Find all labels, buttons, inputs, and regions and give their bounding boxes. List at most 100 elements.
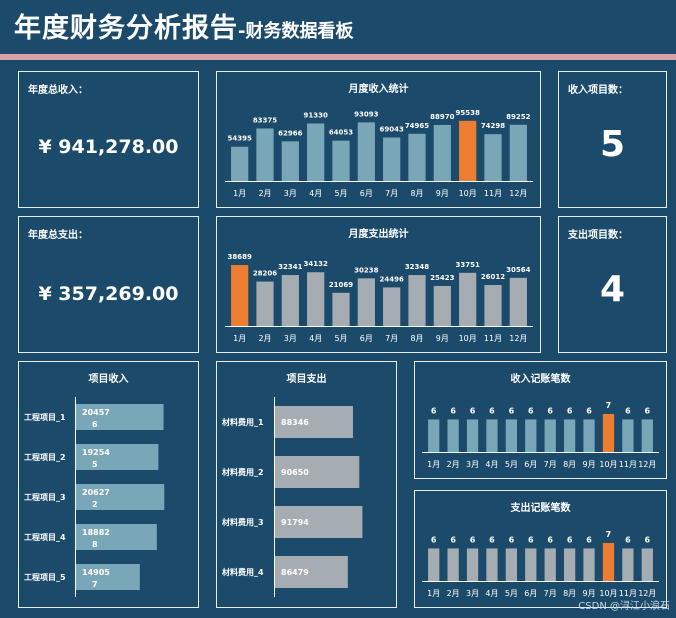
tick-label: 8月: [563, 589, 576, 598]
tick-label: 4月: [485, 460, 498, 469]
income-record-title: 收入记账笔数: [510, 374, 571, 385]
data-label: 6: [528, 406, 534, 415]
tick-label: 3月: [284, 334, 297, 343]
data-label: 74298: [481, 122, 505, 130]
project-expense-title: 项目支出: [286, 374, 327, 385]
bar: [231, 265, 249, 326]
tick-label: 6月: [524, 589, 537, 598]
total-income-value: ¥ 941,278.00: [38, 136, 179, 158]
bar: [583, 419, 595, 452]
tick-label: 7月: [385, 334, 398, 343]
expense-record-chart: 6 1月 6 2月 6 3月 6 4月 6 5月 6 6月 6 7月 6 8月 6 9月 7 10月 6 11月 6 12月: [422, 530, 659, 598]
expense-record-panel: 支出记账笔数 6 1月 6 2月 6 3月 6 4月 6 5月 6 6月 6 7月 6 8月 6 9月 7 10月 6 1…: [414, 490, 667, 608]
bar: [383, 137, 401, 181]
data-label: 30238: [354, 266, 378, 274]
data-label: 30564: [506, 266, 530, 274]
data-label: 7: [606, 401, 612, 410]
bar: [583, 548, 595, 581]
expense-items-value: 4: [599, 269, 626, 310]
bar: [509, 277, 527, 326]
bar: [76, 444, 159, 470]
bar: [459, 272, 477, 326]
data-label: 74965: [405, 122, 429, 130]
category-label: 材料费用_4: [222, 567, 264, 577]
tick-label: 7月: [385, 189, 398, 198]
bar: [602, 414, 615, 452]
bar: [505, 548, 518, 581]
data-label: 6: [586, 535, 592, 544]
bar: [505, 419, 518, 452]
total-income-card: 年度总收入： ¥ 941,278.00: [18, 71, 199, 208]
tick-label: 1月: [427, 589, 440, 598]
bar: [484, 285, 502, 326]
tick-label: 3月: [284, 189, 297, 198]
data-label: 38689: [227, 253, 251, 261]
bar: [76, 484, 165, 510]
total-income-label: 年度总收入：: [28, 85, 88, 96]
bar: [466, 419, 479, 452]
bar: [433, 285, 451, 326]
tick-label: 4月: [485, 589, 498, 598]
data-label: 32348: [405, 263, 429, 271]
tick-label: 5月: [334, 334, 347, 343]
bar: [459, 120, 477, 181]
data-label: 6: [431, 406, 437, 415]
category-label: 工程项目_4: [24, 532, 66, 542]
bar: [428, 419, 440, 452]
monthly-expense-chart: 38689 1月 28206 2月 32341 3月 34132 4月 21069 5月 30238…: [225, 253, 533, 343]
tick-label: 1月: [427, 460, 440, 469]
tick-label: 9月: [582, 589, 595, 598]
data-label: 6: [645, 535, 651, 544]
title-divider: [0, 54, 676, 60]
tick-label: 8月: [410, 189, 423, 198]
bar: [256, 281, 274, 326]
tick-label: 3月: [466, 460, 479, 469]
data-label: 91794: [281, 518, 309, 527]
monthly-expense-panel: 月度支出统计 38689 1月 28206 2月 32341 3月 34132 4月 21069…: [216, 216, 541, 353]
project-income-panel: 项目收入 工程项目_1 20457 6 工程项目_2 19254 5 工程项目_3 20627…: [18, 361, 199, 608]
bar: [544, 419, 556, 452]
tick-label: 2月: [447, 460, 460, 469]
tick-label: 12月: [509, 189, 527, 198]
data-label: 89252: [506, 113, 530, 121]
bar: [544, 548, 556, 581]
data-label: 6: [567, 406, 573, 415]
tick-label: 5月: [505, 589, 518, 598]
bar: [332, 140, 350, 181]
tick-label: 11月: [619, 460, 637, 469]
tick-label: 4月: [309, 189, 322, 198]
data-label: 90650: [281, 468, 309, 477]
count-label: 7: [92, 580, 98, 589]
tick-label: 12月: [638, 589, 656, 598]
income-items-card: 收入项目数： 5: [558, 71, 667, 208]
tick-label: 11月: [484, 334, 502, 343]
bar: [486, 548, 498, 581]
data-label: 24496: [379, 275, 403, 283]
tick-label: 12月: [638, 460, 656, 469]
bar: [433, 124, 451, 181]
monthly-income-title: 月度收入统计: [348, 84, 409, 95]
tick-label: 2月: [258, 334, 271, 343]
data-label: 54395: [227, 135, 251, 143]
total-expense-value: ¥ 357,269.00: [38, 283, 179, 305]
tick-label: 2月: [258, 189, 271, 198]
bar: [466, 548, 479, 581]
tick-label: 12月: [509, 334, 527, 343]
tick-label: 10月: [459, 334, 477, 343]
count-label: 6: [92, 420, 98, 429]
data-label: 6: [509, 406, 515, 415]
data-label: 6: [489, 406, 495, 415]
expense-items-label: 支出项目数：: [568, 230, 628, 241]
bar: [641, 548, 653, 581]
bar: [447, 548, 459, 581]
bar: [563, 419, 576, 452]
bar: [525, 419, 537, 452]
tick-label: 6月: [360, 189, 373, 198]
dashboard-title: 年度财务分析报告-财务数据看板: [14, 6, 353, 46]
category-label: 工程项目_2: [24, 452, 66, 462]
project-income-title: 项目收入: [88, 374, 129, 385]
count-label: 8: [92, 540, 98, 549]
tick-label: 2月: [447, 589, 460, 598]
data-label: 69043: [379, 126, 403, 134]
category-label: 工程项目_3: [24, 492, 66, 502]
